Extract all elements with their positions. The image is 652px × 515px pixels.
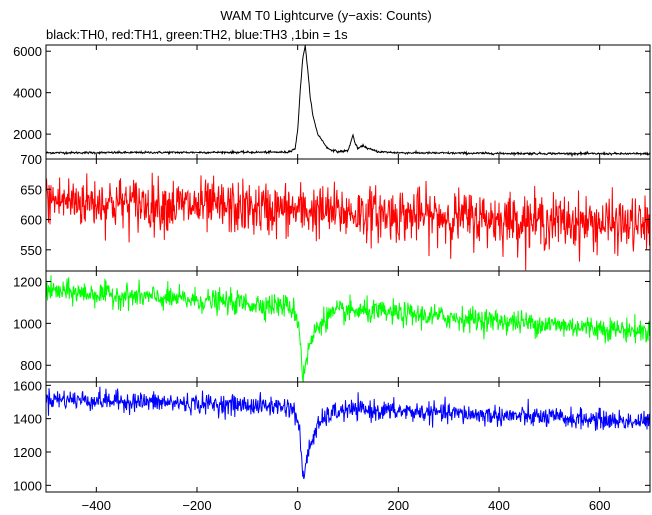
y-tick-label: 6000 — [13, 44, 42, 59]
y-tick-label: 2000 — [13, 127, 42, 142]
x-tick-label: 400 — [488, 498, 510, 513]
x-tick-label: 600 — [589, 498, 611, 513]
y-tick-label: 550 — [20, 243, 42, 258]
chart-subtitle: black:TH0, red:TH1, green:TH2, blue:TH3 … — [46, 27, 348, 42]
y-tick-label: 800 — [20, 358, 42, 373]
x-tick-label: 0 — [294, 498, 301, 513]
y-tick-label: 650 — [20, 182, 42, 197]
y-tick-label: 4000 — [13, 86, 42, 101]
chart-title: WAM T0 Lightcurve (y−axis: Counts) — [220, 8, 432, 23]
y-tick-label: 700 — [20, 152, 42, 167]
series-th1 — [46, 172, 650, 271]
series-th0 — [46, 45, 650, 158]
y-tick-label: 1200 — [13, 274, 42, 289]
x-tick-label: −400 — [82, 498, 111, 513]
y-tick-label: 1200 — [13, 445, 42, 460]
x-tick-label: −200 — [182, 498, 211, 513]
y-tick-label: 1000 — [13, 478, 42, 493]
y-tick-label: 1400 — [13, 412, 42, 427]
series-th2 — [46, 275, 650, 382]
series-th3 — [46, 386, 650, 480]
x-tick-label: 200 — [387, 498, 409, 513]
y-tick-label: 1000 — [13, 316, 42, 331]
panel-frame-th0 — [45, 44, 651, 160]
y-tick-label: 1600 — [13, 378, 42, 393]
y-tick-label: 600 — [20, 213, 42, 228]
panel-frame-th3 — [45, 381, 651, 493]
